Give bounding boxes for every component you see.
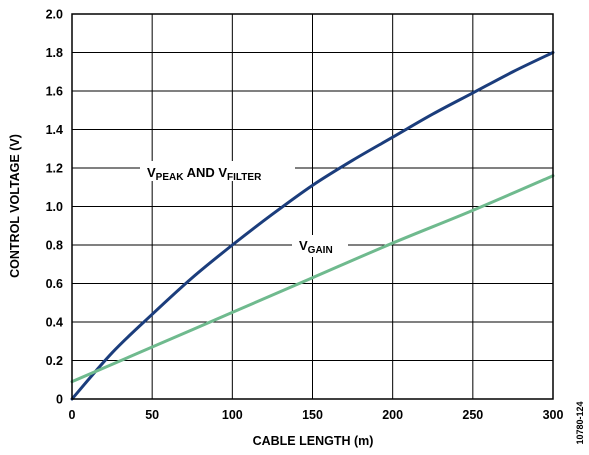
y-tick-label: 0.2 bbox=[46, 354, 63, 368]
y-tick-label: 0.8 bbox=[46, 239, 63, 253]
y-tick-label: 1.0 bbox=[46, 200, 63, 214]
y-tick-label: 1.8 bbox=[46, 46, 63, 60]
x-tick-label: 150 bbox=[302, 408, 323, 422]
y-axis-title: CONTROL VOLTAGE (V) bbox=[8, 134, 22, 278]
x-tick-label: 50 bbox=[145, 408, 159, 422]
y-tick-label: 0.6 bbox=[46, 277, 63, 291]
label-vpeak-sub: PEAK bbox=[156, 172, 185, 183]
tick-labels: 0 50 100 150 200 250 300 0 0.2 0.4 0.6 0.8 1.0 1.2 1.4… bbox=[46, 8, 564, 423]
y-tick-label: 2.0 bbox=[46, 8, 63, 22]
x-axis-title: CABLE LENGTH (m) bbox=[253, 434, 374, 448]
y-tick-label: 1.6 bbox=[46, 85, 63, 99]
series-vpeak-vfilter-line bbox=[70, 51, 555, 401]
plot-frame bbox=[71, 13, 554, 400]
x-tick-label: 300 bbox=[543, 408, 564, 422]
x-tick-label: 0 bbox=[69, 408, 76, 422]
figure-id: 10780-124 bbox=[575, 401, 585, 444]
y-tick-label: 1.2 bbox=[46, 162, 63, 176]
y-tick-label: 1.4 bbox=[46, 123, 63, 137]
svg-text:VPEAK AND VFILTER: VPEAK AND VFILTER bbox=[147, 165, 262, 183]
label-vpeak-mid: AND V bbox=[183, 165, 227, 180]
label-vgain-sub: GAIN bbox=[308, 245, 333, 256]
series-vgain-line bbox=[70, 174, 555, 384]
chart-series bbox=[70, 51, 555, 401]
label-vfilter-sub: FILTER bbox=[227, 172, 262, 183]
x-tick-label: 200 bbox=[382, 408, 403, 422]
y-tick-label: 0 bbox=[56, 393, 63, 407]
x-tick-label: 100 bbox=[222, 408, 243, 422]
label-vpeak-main: V bbox=[147, 165, 156, 180]
label-vgain-main: V bbox=[299, 238, 308, 253]
label-vgain: VGAIN bbox=[292, 235, 348, 257]
y-tick-label: 0.4 bbox=[46, 316, 63, 330]
x-tick-label: 250 bbox=[462, 408, 483, 422]
svg-text:VGAIN: VGAIN bbox=[299, 238, 333, 256]
label-vpeak-vfilter: VPEAK AND VFILTER bbox=[140, 161, 295, 183]
